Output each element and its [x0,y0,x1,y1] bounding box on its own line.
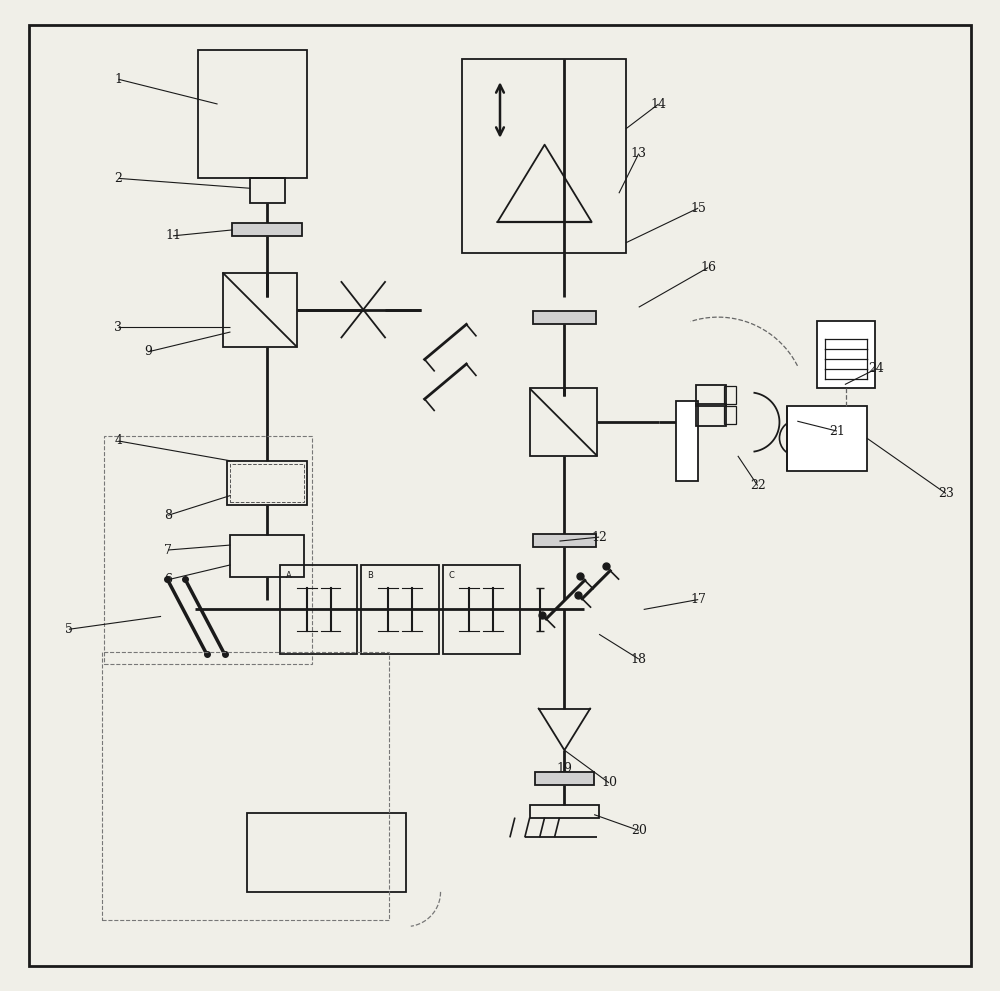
Text: 20: 20 [631,824,647,837]
Bar [530,805,599,818]
Text: 22: 22 [750,479,766,493]
Text: A: A [286,571,292,580]
Bar [104,436,312,664]
Bar [817,321,875,388]
Text: 10: 10 [601,776,617,790]
Bar [223,273,297,347]
Text: 19: 19 [556,761,572,775]
Text: 2: 2 [115,171,122,185]
Bar [230,535,304,577]
Bar [724,406,736,424]
Bar [232,223,302,236]
Text: 13: 13 [631,147,647,161]
Text: 6: 6 [164,573,172,587]
Bar [462,59,626,253]
Text: 7: 7 [164,543,172,557]
Bar [247,813,406,892]
Text: 1: 1 [114,72,122,86]
Bar [676,401,698,481]
Text: 9: 9 [144,345,152,359]
Text: 8: 8 [164,508,172,522]
Bar [530,388,597,456]
Bar [280,565,357,654]
Text: 15: 15 [690,201,706,215]
Bar [535,772,594,785]
Bar [696,385,726,406]
Bar [533,311,596,324]
Bar [102,652,389,920]
Text: 12: 12 [591,530,607,544]
Bar [198,50,307,178]
Bar [361,565,439,654]
Text: 17: 17 [690,593,706,606]
Text: 14: 14 [651,97,667,111]
Bar [227,461,307,505]
Bar [250,178,285,203]
Text: 21: 21 [829,424,845,438]
Text: 16: 16 [700,261,716,275]
Text: 24: 24 [869,362,885,376]
Bar [696,404,726,426]
Text: 18: 18 [631,652,647,666]
Text: 5: 5 [65,622,73,636]
Text: B: B [367,571,373,580]
Bar [443,565,520,654]
Text: C: C [448,571,454,580]
Bar [533,534,596,547]
Text: 4: 4 [114,434,122,448]
Text: 3: 3 [114,320,122,334]
Bar [787,406,867,471]
Text: 11: 11 [165,229,181,243]
Bar [230,464,304,502]
Text: 23: 23 [938,487,954,500]
Bar [724,386,736,404]
